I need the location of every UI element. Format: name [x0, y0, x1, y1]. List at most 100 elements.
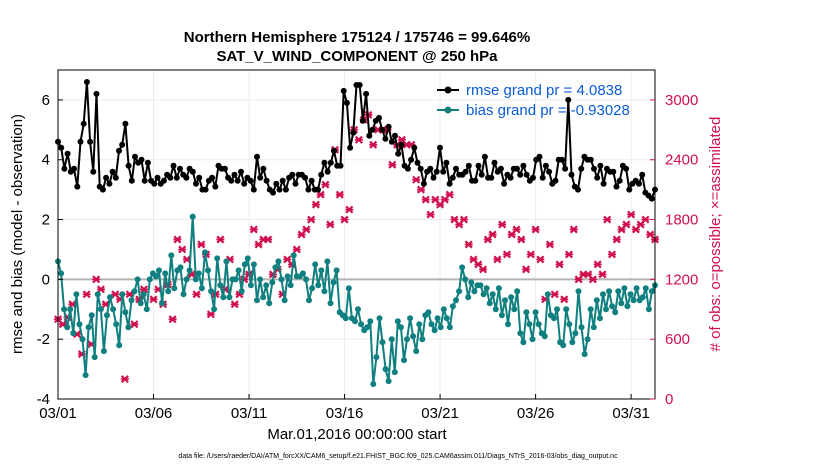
rmse-point [359, 117, 366, 124]
bias-point [648, 288, 655, 295]
bias-point [495, 285, 502, 292]
rmse-point [305, 186, 312, 193]
bias-point [143, 306, 150, 313]
bias-point [569, 339, 576, 346]
rmse-point [446, 180, 453, 187]
obs-point [311, 200, 320, 209]
rmse-point [119, 141, 126, 148]
rmse-point [270, 189, 276, 196]
rmse-point [475, 162, 482, 169]
y-right-axis-ticks: 0 600 1200 1800 2400 3000 [650, 92, 698, 408]
rmse-point [552, 177, 559, 184]
bias-point [107, 294, 113, 301]
rmse-point [74, 183, 81, 190]
bias-point [125, 324, 132, 331]
bias-point [367, 318, 374, 325]
rmse-point [343, 99, 350, 106]
rmse-point [250, 186, 257, 193]
obs-point [641, 215, 650, 224]
obs-point [426, 210, 435, 219]
bias-point [544, 291, 551, 298]
rmse-point [260, 165, 267, 172]
rmse-point [77, 138, 84, 145]
rmse-point [488, 174, 495, 181]
x-axis-label: Mar.01,2016 00:00:00 start [267, 426, 447, 443]
obs-point [603, 215, 612, 224]
bias-point [639, 294, 646, 301]
rmse-point [122, 120, 129, 127]
bias-point [505, 321, 511, 328]
rmse-point [71, 165, 77, 172]
bias-point [413, 348, 420, 355]
rmse-point [623, 165, 630, 172]
bias-point [303, 276, 309, 283]
rmse-point [376, 114, 382, 121]
rmse-point [125, 162, 132, 169]
obs-point [531, 225, 540, 234]
rmse-point [257, 174, 264, 181]
bias-point [425, 309, 432, 316]
obs-point [168, 315, 177, 324]
rmse-point [385, 123, 392, 130]
bias-point [385, 378, 392, 385]
obs-point [479, 265, 488, 274]
bias-point [156, 267, 162, 274]
bias-point [318, 267, 325, 274]
legend: rmse grand pr = 4.0838 bias grand pr = -… [437, 82, 630, 119]
obs-point [569, 225, 578, 234]
rmse-point [417, 165, 424, 172]
obs-point [249, 225, 258, 234]
y-tick-label-2: 0 [42, 271, 50, 288]
x-tick-label-5: 03/26 [517, 405, 555, 422]
x-tick-label-2: 03/11 [231, 405, 267, 422]
bias-point [281, 297, 288, 304]
rmse-point [254, 153, 260, 160]
rmse-point [61, 165, 68, 172]
bias-point [355, 306, 361, 313]
obs-markers [54, 110, 659, 384]
rmse-point [289, 171, 296, 178]
bias-point [284, 273, 291, 280]
rmse-point [154, 174, 161, 181]
bias-point [459, 264, 466, 271]
y-right-tick-label-5: 3000 [665, 92, 698, 109]
bias-point [645, 306, 652, 313]
rmse-series [55, 79, 658, 202]
bias-point [560, 342, 567, 349]
bias-point [260, 294, 267, 301]
rmse-point [337, 162, 344, 169]
rmse-point [462, 168, 469, 175]
rmse-point [356, 82, 363, 88]
bias-point [165, 288, 172, 295]
rmse-point [536, 153, 543, 160]
bias-point [575, 288, 582, 295]
rmse-point [514, 165, 520, 172]
bias-point [128, 297, 135, 304]
bias-point [388, 336, 395, 343]
rmse-point [568, 171, 575, 178]
bias-point [266, 300, 273, 307]
bias-point [198, 285, 205, 292]
bias-point [97, 306, 104, 313]
obs-point [369, 140, 378, 149]
bias-point [290, 252, 297, 259]
rmse-point [302, 174, 309, 181]
rmse-point [340, 87, 347, 94]
rmse-point [404, 165, 411, 172]
rmse-point [247, 177, 254, 184]
rmse-point [228, 177, 235, 184]
rmse-point [138, 156, 145, 163]
rmse-point [523, 171, 530, 178]
bias-point [250, 261, 257, 268]
obs-point [92, 275, 101, 284]
bias-point [76, 321, 83, 328]
bias-point [584, 336, 591, 343]
rmse-point [366, 132, 373, 139]
obs-point [512, 225, 521, 234]
rmse-point [558, 156, 565, 163]
rmse-point [282, 186, 289, 193]
bias-point [299, 270, 306, 277]
rmse-point [594, 174, 601, 181]
bias-point [449, 303, 456, 310]
rmse-point [648, 195, 655, 202]
